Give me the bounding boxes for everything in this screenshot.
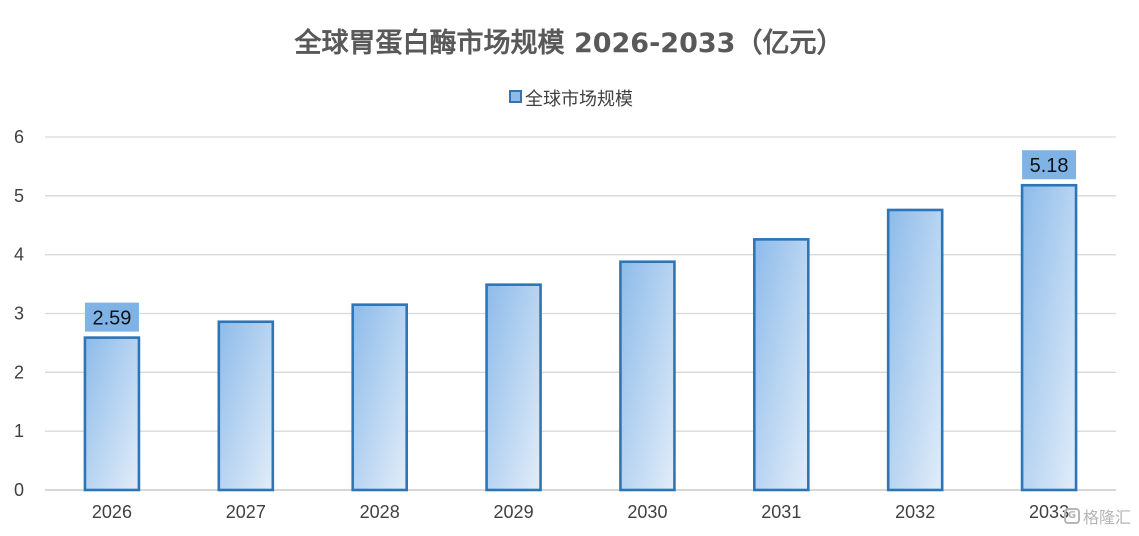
y-axis-ticks: 0 1 2 3 4 5 6 (14, 127, 24, 500)
y-tick-label: 1 (14, 421, 24, 441)
bar-2032 (886, 208, 944, 492)
bar-2027 (217, 320, 275, 492)
legend-label: 全球市场规模 (525, 89, 633, 110)
x-axis-ticks: 2026 2027 2028 2029 2030 2031 2032 2033 (92, 502, 1069, 522)
bar-2029 (485, 283, 542, 492)
data-labels: 2.59 5.18 (84, 150, 1077, 332)
bars (83, 183, 1078, 492)
x-tick-label: 2031 (761, 502, 801, 522)
y-tick-label: 6 (14, 127, 24, 147)
y-tick-label: 4 (14, 245, 24, 265)
data-label-box (84, 302, 139, 332)
bar-2028 (351, 303, 408, 492)
data-label-2033: 5.18 (1022, 150, 1077, 180)
y-tick-label: 2 (14, 362, 24, 382)
x-tick-label: 2029 (494, 502, 534, 522)
gelonghui-logo-icon: G (1063, 508, 1080, 524)
legend-swatch (509, 90, 522, 103)
data-label-value: 5.18 (1030, 155, 1069, 177)
legend: 全球市场规模 (509, 89, 633, 110)
bar-2026 (83, 336, 141, 492)
x-tick-label: 2032 (895, 502, 935, 522)
data-label-2026: 2.59 (84, 302, 139, 332)
gridlines (45, 136, 1116, 491)
bar-2033 (1020, 183, 1078, 492)
x-tick-label: 2033 (1029, 502, 1069, 522)
bar-2030 (619, 260, 676, 492)
x-tick-label: 2028 (360, 502, 400, 522)
y-tick-label: 3 (14, 304, 24, 324)
data-label-value: 2.59 (92, 308, 131, 330)
watermark-text: 格隆汇 (1082, 508, 1131, 527)
y-tick-label: 5 (14, 186, 24, 206)
watermark: G 格隆汇 (1063, 504, 1131, 528)
bar-2031 (753, 238, 810, 492)
data-label-box (1022, 150, 1077, 180)
chart-title: 全球胃蛋白酶市场规模 2026-2033（亿元） (294, 27, 844, 59)
y-tick-label: 0 (14, 480, 24, 500)
x-tick-label: 2030 (627, 502, 667, 522)
x-tick-label: 2026 (92, 502, 132, 522)
x-tick-label: 2027 (226, 502, 266, 522)
